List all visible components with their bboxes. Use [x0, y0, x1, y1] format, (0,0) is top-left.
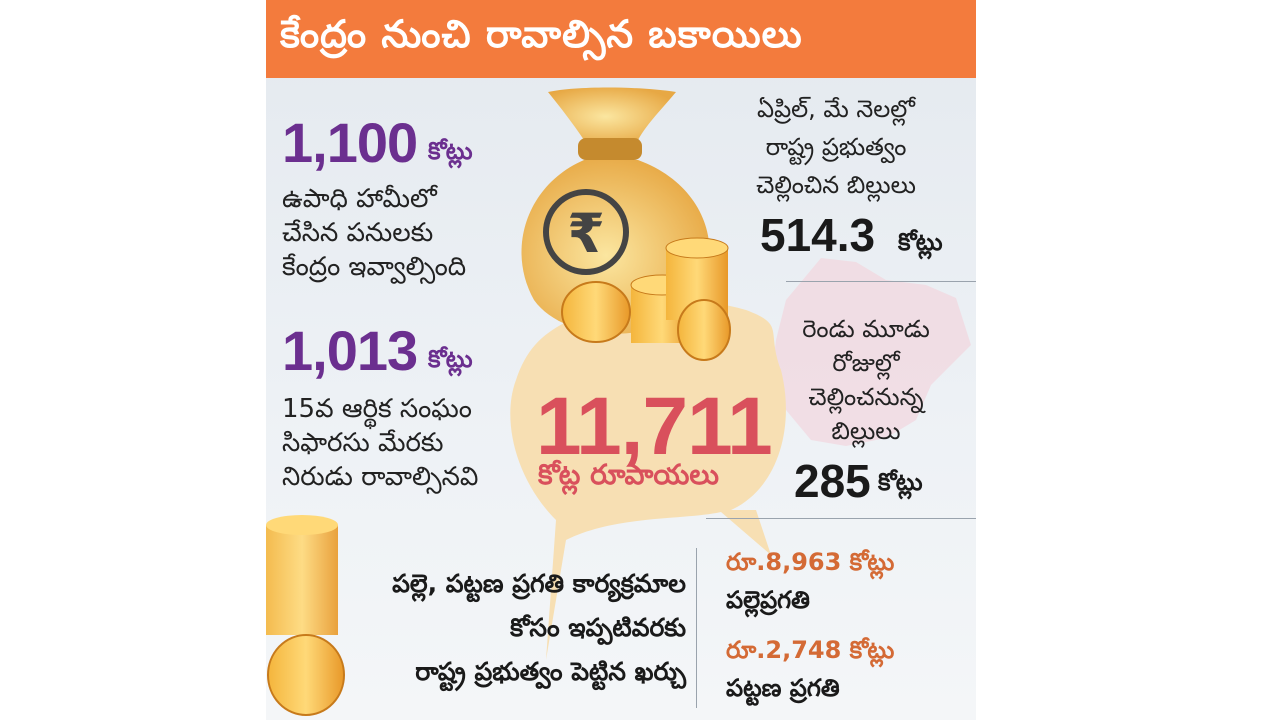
divider [696, 548, 697, 708]
total-amount: 11,711 [536, 381, 773, 472]
pending-desc-line: రెండు మూడు [802, 315, 930, 343]
desc-line: సిఫారసు మేరకు [282, 428, 444, 458]
paid-amount: 514.3 [760, 209, 876, 261]
paid-desc-line: రాష్ట్ర ప్రభుత్వం [765, 133, 907, 161]
divider [706, 518, 976, 519]
speech-bubble [510, 300, 786, 660]
money-bag-illustration: ₹ [521, 87, 731, 361]
amount-1013: 1,013 [282, 319, 418, 382]
rupee-symbol: ₹ [567, 202, 605, 265]
desc-line: కేంద్రం ఇవ్వాల్సింది [282, 252, 467, 282]
page-title: కేంద్రం నుంచి రావాల్సిన బకాయిలు [280, 12, 803, 56]
pending-amount: 285 [794, 455, 871, 507]
paid-desc-line: ఏప్రిల్, మే నెలల్లో [757, 95, 915, 123]
amount-1100: 1,100 [282, 111, 418, 174]
unit-crore-2: కోట్లు [428, 345, 473, 373]
scheme-name: పట్టణ ప్రగతి [726, 674, 840, 702]
spending-desc-line: పల్లె, పట్టణ ప్రగతి కార్యక్రమాల [392, 569, 686, 598]
state-map-shape [771, 258, 971, 446]
coin-stacks [561, 237, 731, 361]
scheme-name: పల్లెప్రగతి [726, 586, 810, 614]
scheme-amount: రూ.8,963 కోట్లు [726, 548, 895, 576]
total-unit: కోట్ల రూపాయలు [538, 458, 719, 491]
coin-stack-bottom-left [266, 515, 345, 716]
infographic-panel: ₹ కేంద్రం నుంచి రావాల్సిన బకాయిలు 1,100 … [266, 0, 976, 720]
spending-desc-line: కోసం ఇప్పటివరకు [510, 613, 686, 642]
desc-line: నిరుడు రావాల్సినవి [282, 462, 479, 492]
pending-desc-line: బిల్లులు [831, 417, 901, 445]
paid-unit: కోట్లు [898, 228, 943, 256]
pending-desc-line: రోజుల్లో [832, 349, 900, 377]
pending-desc-line: చెల్లించనున్న [808, 383, 924, 411]
divider [786, 281, 976, 282]
desc-line: 15వ ఆర్థిక సంఘం [282, 394, 472, 424]
pending-unit: కోట్లు [878, 468, 923, 496]
desc-line: చేసిన పనులకు [282, 218, 434, 248]
title-banner: కేంద్రం నుంచి రావాల్సిన బకాయిలు [266, 0, 976, 78]
unit-crore-1: కోట్లు [428, 137, 473, 165]
spending-desc-line: రాష్ట్ర ప్రభుత్వం పెట్టిన ఖర్చు [415, 657, 686, 686]
desc-line: ఉపాధి హామీలో [282, 184, 437, 214]
scheme-amount: రూ.2,748 కోట్లు [726, 636, 895, 664]
paid-desc-line: చెల్లించిన బిల్లులు [756, 171, 916, 199]
